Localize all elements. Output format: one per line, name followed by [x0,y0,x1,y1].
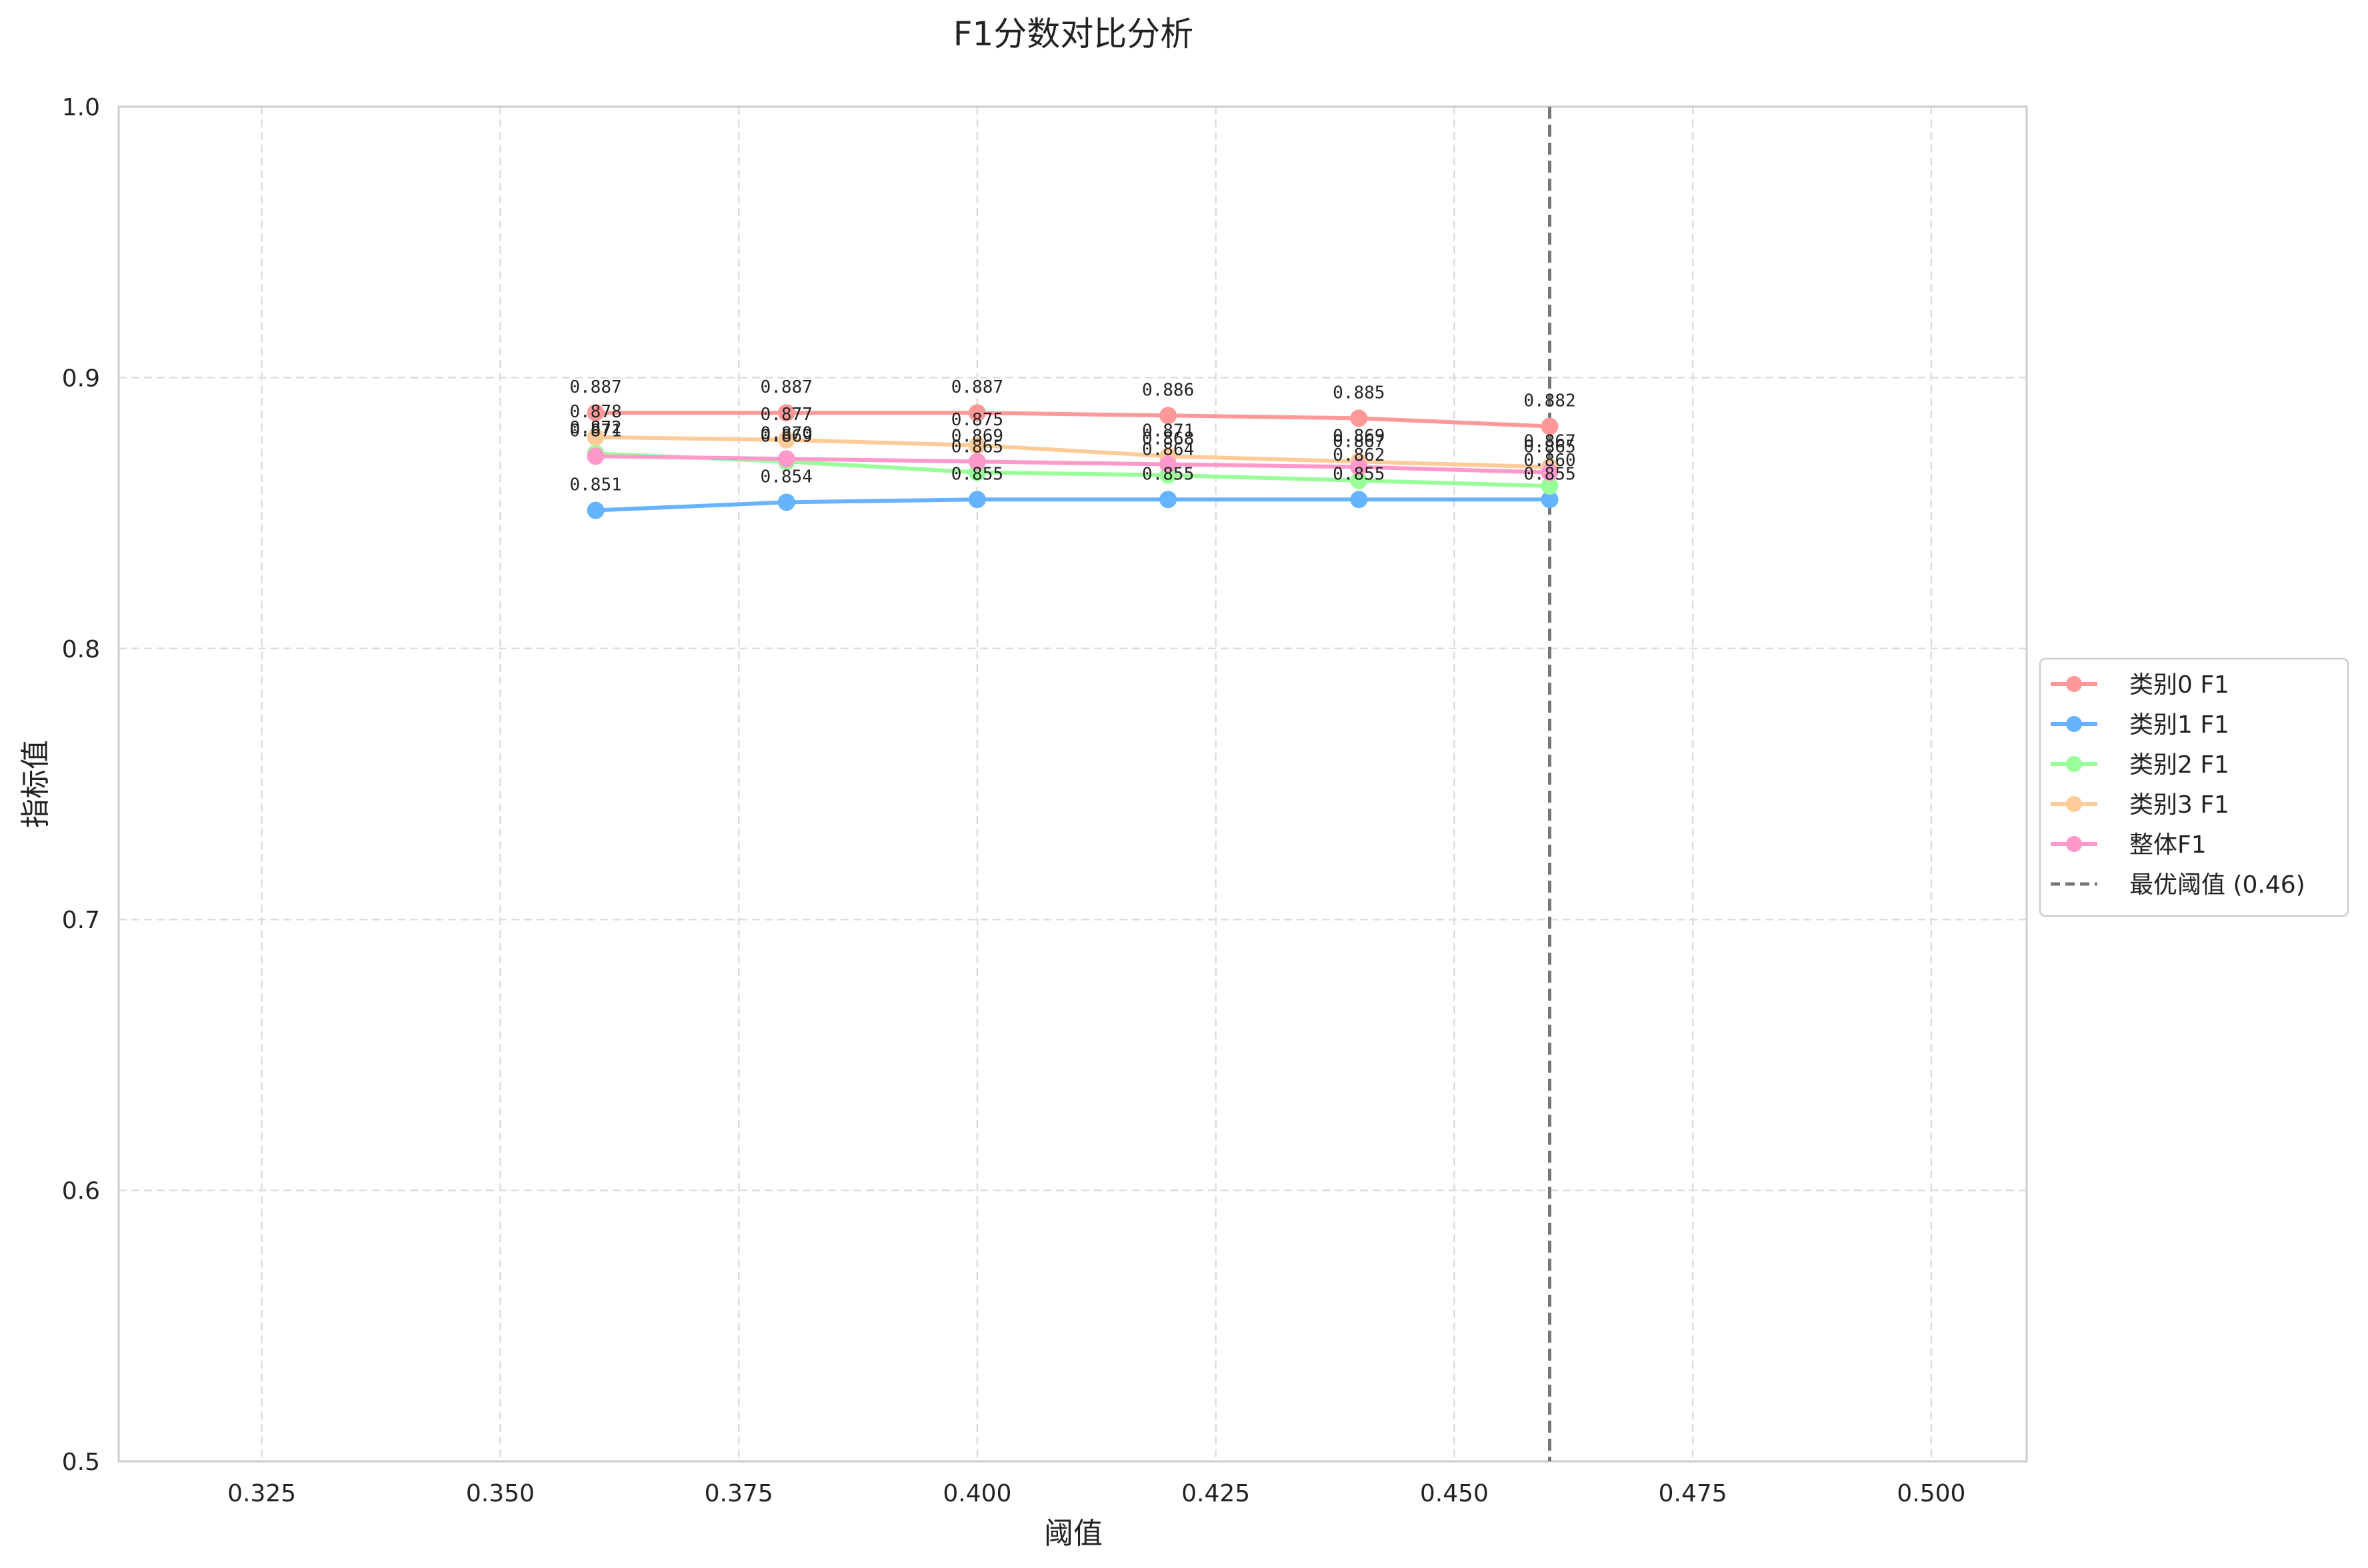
x-tick-label: 0.500 [1897,1480,1965,1507]
y-tick-label: 0.6 [62,1178,100,1205]
series-0-data-label: 0.887 [569,377,621,397]
x-tick-label: 0.450 [1420,1480,1489,1507]
series-0-point [777,404,795,422]
series-1-point [587,501,605,519]
series-1-point [1541,491,1559,509]
series-3-point [968,437,986,454]
series-0-point [587,404,605,422]
legend-marker [2066,836,2082,852]
series-2-data-label: 0.869 [761,426,813,446]
legend-entry-label: 整体F1 [2129,831,2207,859]
legend-marker [2066,796,2082,812]
legend-marker [2066,756,2082,772]
y-tick-label: 0.8 [62,636,100,663]
series-4-point [1350,458,1368,476]
y-axis-title: 指标值 [19,740,53,828]
legend-marker [2066,716,2082,732]
legend-entry-label: 类别0 F1 [2129,671,2229,699]
series-1-data-label: 0.854 [761,467,813,487]
legend-entry-label: 最优阈值 (0.46) [2129,871,2305,899]
series-1-data-label: 0.855 [951,464,1003,484]
x-tick-label: 0.350 [466,1480,535,1507]
series-0-data-label: 0.886 [1142,380,1194,400]
series-1-data-label: 0.855 [1333,464,1385,484]
series-4-data-label: 0.865 [1523,437,1575,457]
grid-layer [119,107,2027,1461]
y-tick-label: 0.7 [62,907,100,934]
series-4-point [1541,463,1559,481]
tick-label-layer: 0.325 0.350 0.375 0.400 0.425 0.450 0.475 0.500… [62,94,1966,1507]
series-3-point [587,428,605,446]
series-0-data-label: 0.887 [761,377,813,397]
series-3-line [595,435,1550,469]
series-4-point [777,450,795,468]
x-axis-title: 阈值 [1044,1517,1103,1551]
plot-frame [117,105,2028,1463]
x-tick-label: 0.400 [943,1480,1011,1507]
x-tick-label: 0.325 [227,1480,296,1507]
series-4-point [1159,455,1177,473]
series-0-point [1350,409,1368,427]
series-2-point [1541,477,1559,495]
y-tick-label: 1.0 [62,94,100,121]
series-3-data-label: 0.877 [761,405,813,425]
series-2-data-label: 0.860 [1523,451,1575,471]
legend-marker [2066,676,2082,692]
series-2-data-label: 0.862 [1333,445,1385,465]
series-1-point [1159,491,1177,509]
series-2-data-label: 0.872 [569,418,621,438]
series-3-data-label: 0.878 [569,402,621,422]
series-1-line [595,497,1550,513]
series-3-point [777,431,795,449]
series-0-point [1541,417,1559,435]
series-2-point [1350,471,1368,489]
chart-title: F1分数对比分析 [953,15,1194,53]
series-0-point [968,404,986,422]
series-3-data-label: 0.869 [1333,426,1385,446]
data-label-layer: 0.887 0.887 0.887 0.886 0.885 0.882 0.851 0.854… [569,377,1575,495]
legend-box [2039,657,2349,917]
series-0-line [595,411,1550,429]
series-4-data-label: 0.868 [1142,429,1194,449]
series-4-line [595,454,1550,475]
legend-entry-label: 类别1 F1 [2129,711,2229,739]
series-3-data-label: 0.875 [951,410,1003,430]
series-1-point [777,493,795,511]
legend: 类别0 F1 类别1 F1 类别2 F1 类别3 F1 整体F1 最优阈值 (0.46) [2039,657,2349,917]
series-1-data-label: 0.855 [1523,464,1575,484]
y-tick-label: 0.5 [62,1449,100,1476]
series-0-data-label: 0.882 [1523,391,1575,411]
series-4-data-label: 0.871 [569,421,621,441]
series-3-data-label: 0.867 [1523,432,1575,452]
series-2-data-label: 0.864 [1142,440,1194,460]
series-0-data-label: 0.887 [951,377,1003,397]
series-3-data-label: 0.871 [1142,421,1194,441]
series-4-data-label: 0.869 [951,426,1003,446]
series-1-point [1350,491,1368,509]
series-1-point [968,491,986,509]
x-tick-label: 0.375 [705,1480,773,1507]
series-0-data-label: 0.885 [1333,383,1385,403]
x-tick-label: 0.475 [1659,1480,1727,1507]
series-layer [587,404,1559,519]
series-1-data-label: 0.855 [1142,464,1194,484]
y-tick-label: 0.9 [62,365,100,392]
series-4-point [587,447,605,465]
legend-entry-label: 类别3 F1 [2129,791,2229,819]
legend-entry-label: 类别2 F1 [2129,751,2229,779]
series-4-data-label: 0.867 [1333,432,1385,452]
series-4-data-label: 0.870 [761,423,813,443]
series-1-data-label: 0.851 [569,475,621,495]
x-tick-label: 0.425 [1181,1480,1250,1507]
series-0-point [1159,407,1177,425]
series-4-point [968,453,986,471]
series-2-data-label: 0.865 [951,437,1003,457]
